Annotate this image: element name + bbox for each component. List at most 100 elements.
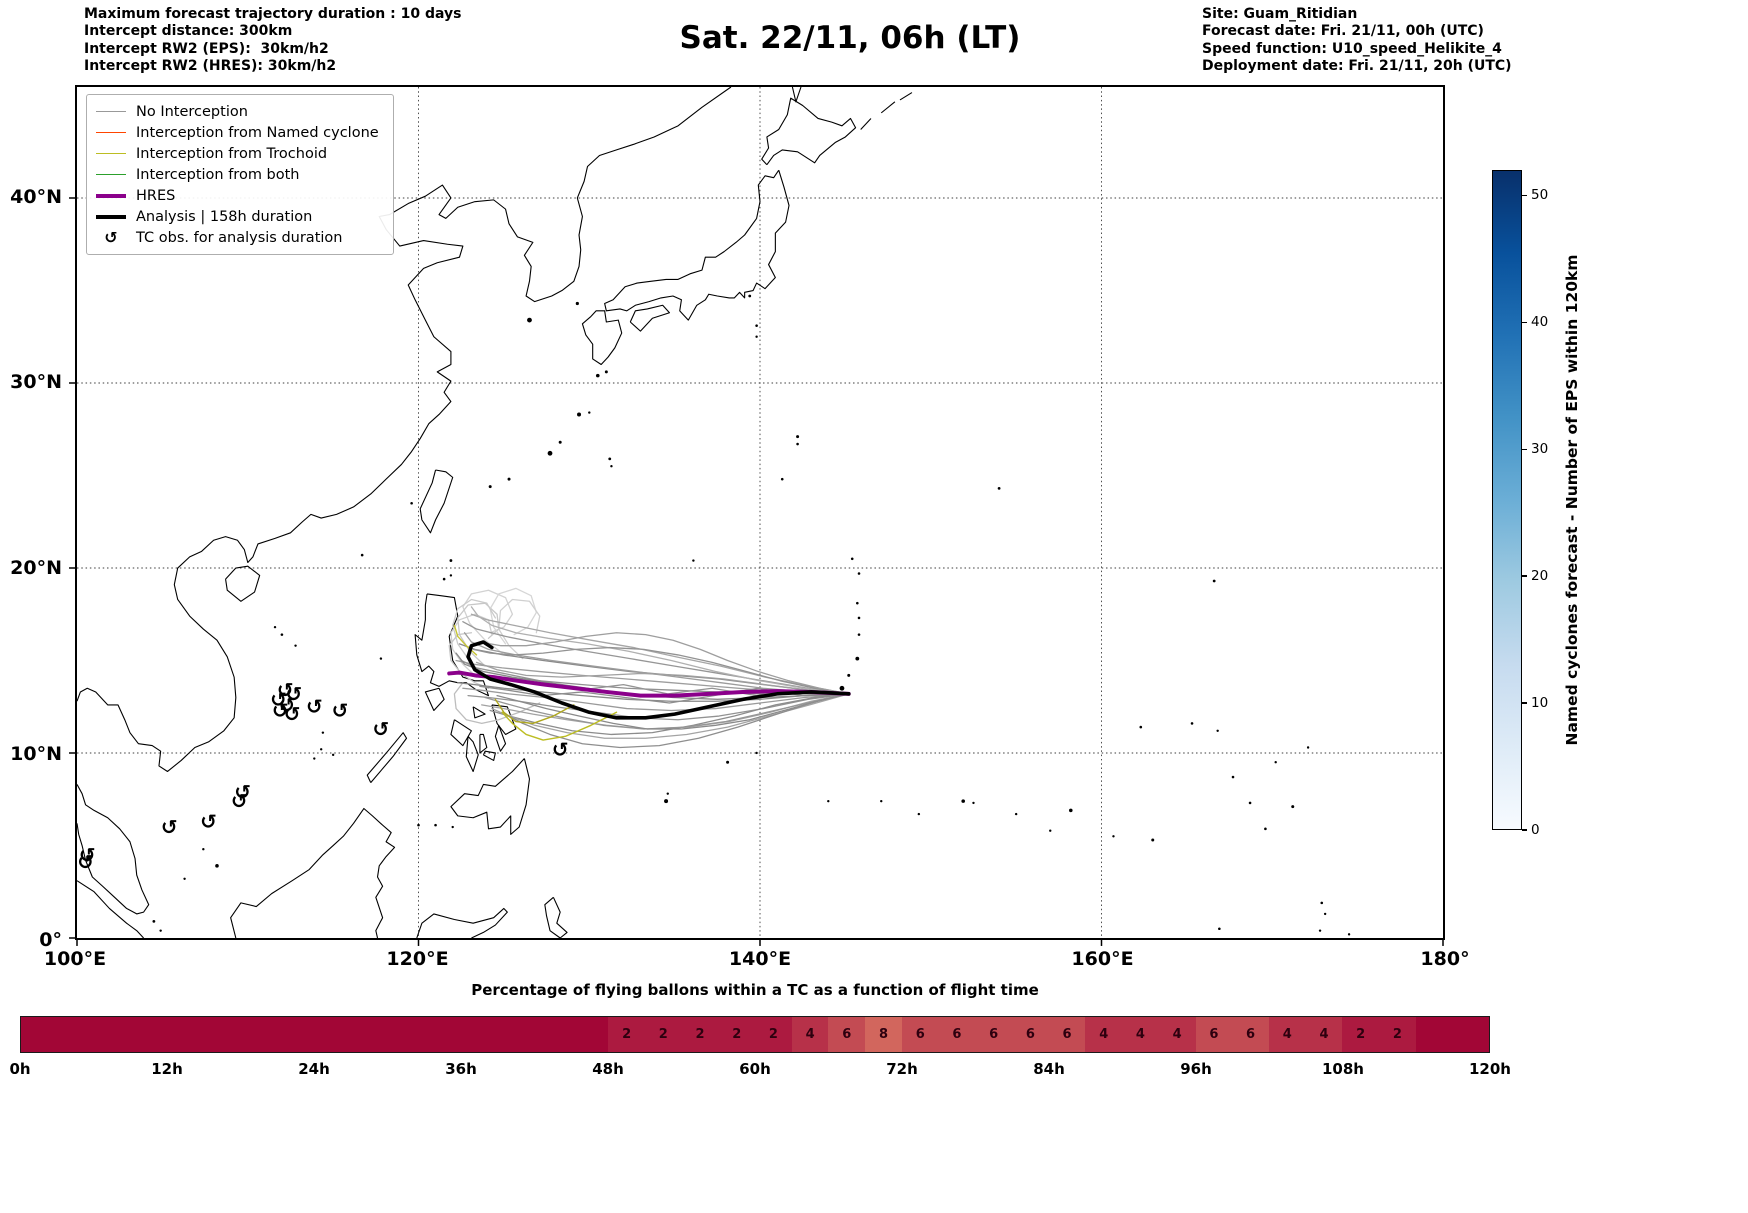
coastline	[761, 97, 857, 166]
tc-obs-symbol: ↺	[332, 699, 349, 722]
island	[434, 823, 437, 827]
island	[1151, 838, 1155, 842]
heatmap-cell-value: 6	[1209, 1027, 1219, 1042]
island	[273, 625, 277, 629]
coastline	[880, 101, 896, 114]
island	[610, 465, 613, 468]
trajectory-eps-06	[462, 687, 850, 712]
heatmap-cell-value: 2	[695, 1027, 705, 1042]
island	[488, 485, 492, 489]
heatmap-cell: 2	[608, 1017, 645, 1052]
heatmap-cell-value: 6	[1246, 1027, 1256, 1042]
heatmap-cell	[204, 1017, 242, 1052]
island	[1049, 829, 1052, 832]
heatmap-cell: 4	[1268, 1017, 1306, 1052]
island	[202, 848, 205, 851]
island	[379, 657, 383, 660]
heatmap-cell-value: 8	[879, 1027, 889, 1042]
island	[1291, 805, 1295, 809]
x-tick-label: 140°E	[728, 948, 792, 970]
flight-time-tick-label: 0h	[9, 1060, 31, 1078]
flight-time-tick-label: 96h	[1180, 1060, 1212, 1078]
heatmap-cell: 8	[865, 1017, 902, 1052]
heatmap-cell-value: 6	[1025, 1027, 1035, 1042]
coastline	[225, 565, 261, 602]
heatmap-cell-value: 2	[622, 1027, 632, 1042]
heatmap-cell: 6	[1195, 1017, 1233, 1052]
tc-obs-symbol: ↺	[200, 810, 217, 833]
island	[1306, 746, 1310, 749]
heatmap-cell	[94, 1017, 132, 1052]
heatmap-cell: 2	[681, 1017, 719, 1052]
deployment-date-text: Deployment date: Fri. 21/11, 20h (UTC)	[1202, 58, 1512, 75]
flight-time-tick-label: 108h	[1322, 1060, 1364, 1078]
trajectory-loop-05	[452, 598, 497, 660]
heatmap-cell: 4	[791, 1017, 829, 1052]
colorbar-tick-label: 10	[1531, 695, 1549, 712]
colorbar-label: Named cyclones forecast - Number of EPS …	[1563, 254, 1581, 746]
island	[1318, 929, 1322, 932]
island	[410, 501, 413, 505]
flight-time-tick-label: 60h	[739, 1060, 771, 1078]
colorbar-tick-label: 20	[1531, 568, 1549, 585]
flight-time-tick-label: 36h	[445, 1060, 477, 1078]
island	[748, 294, 752, 298]
island	[755, 335, 758, 338]
heatmap-cell	[241, 1017, 278, 1052]
island	[159, 929, 162, 932]
island	[1014, 812, 1018, 816]
island	[917, 812, 921, 816]
island	[575, 301, 579, 306]
heatmap-cell: 4	[1085, 1017, 1123, 1052]
island	[857, 616, 861, 620]
heatmap-cell	[388, 1017, 425, 1052]
trajectory-eps-18	[472, 646, 850, 695]
island	[847, 673, 851, 677]
island	[319, 748, 323, 751]
island	[183, 877, 186, 880]
island	[755, 324, 758, 327]
trajectory-eps-05	[457, 682, 850, 702]
legend-item: ↺ TC obs. for analysis duration	[96, 227, 379, 248]
heatmap-cell-value: 6	[915, 1027, 925, 1042]
coastline	[791, 86, 802, 103]
colorbar-tick-label: 50	[1531, 187, 1549, 204]
colorbar-gradient	[1493, 171, 1521, 829]
colorbar-tick-mark	[1522, 448, 1527, 450]
header-left-block: Maximum forecast trajectory duration : 1…	[84, 6, 461, 76]
flight-time-tick-label: 48h	[592, 1060, 624, 1078]
legend-line-swatch	[96, 214, 126, 219]
x-tick-label: 120°E	[386, 948, 449, 970]
island	[442, 577, 446, 581]
legend-item: Analysis | 158h duration	[96, 206, 379, 227]
trajectory-analysis	[466, 640, 851, 720]
colorbar-ticks: 0 10 20 30 40 50	[1522, 170, 1566, 838]
island	[1264, 827, 1267, 831]
colorbar-tick-label: 0	[1531, 822, 1540, 838]
legend-label: Interception from Trochoid	[136, 145, 328, 162]
legend-item: No Interception	[96, 101, 379, 122]
heatmap-cell	[277, 1017, 315, 1052]
y-tick-label: 10°N	[10, 743, 62, 766]
heatmap-cell-value: 4	[1319, 1027, 1329, 1042]
tc-obs-symbol: ↺	[284, 703, 301, 726]
strip-chart-title: Percentage of flying ballons within a TC…	[471, 981, 1039, 999]
heatmap-cell	[21, 1017, 58, 1052]
colorbar-tick-label: 40	[1531, 314, 1549, 331]
tc-obs-symbol: ↺	[234, 781, 251, 804]
heatmap-cell: 4	[1122, 1017, 1159, 1052]
island	[997, 487, 1001, 490]
legend-line	[96, 174, 126, 175]
heatmap-cell-value: 2	[1356, 1027, 1366, 1042]
legend-item: Interception from Named cyclone	[96, 122, 379, 143]
island	[855, 656, 860, 661]
island	[313, 757, 316, 760]
heatmap-cell	[424, 1017, 462, 1052]
legend-label: HRES	[136, 187, 176, 204]
heatmap-cell: 6	[975, 1017, 1012, 1052]
island	[527, 317, 532, 323]
island	[856, 601, 859, 605]
heatmap-cell-value: 2	[768, 1027, 778, 1042]
heatmap-cell	[167, 1017, 205, 1052]
y-tick-label: 40°N	[10, 185, 62, 208]
